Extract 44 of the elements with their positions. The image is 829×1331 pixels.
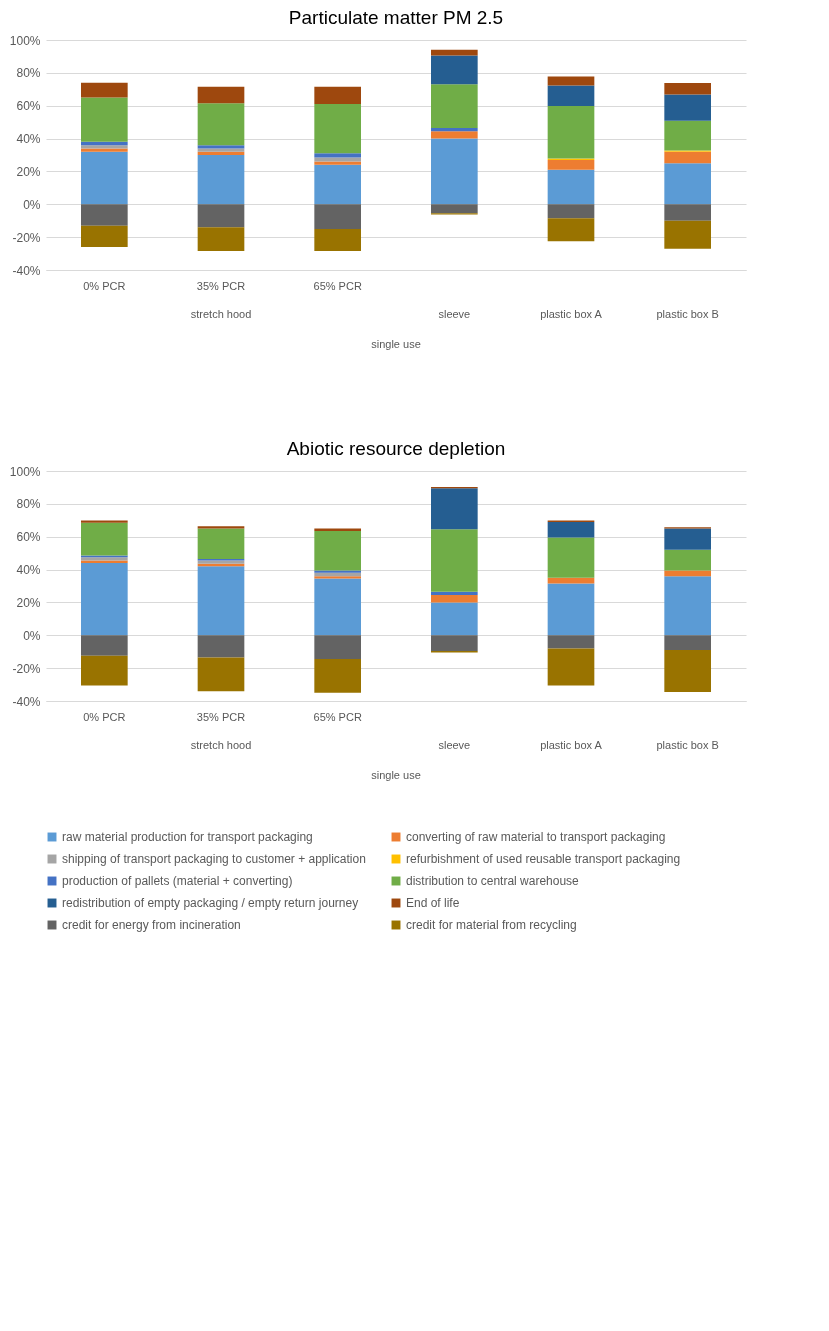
legend-label: shipping of transport packaging to customer + application: [62, 852, 366, 866]
y-tick-label: 20%: [16, 164, 41, 179]
text: sleeve: [438, 308, 471, 320]
y-tick-label: -40%: [12, 263, 41, 278]
text: stretch hood: [190, 739, 252, 751]
legend-label: redistribution of empty packaging / empty return journey: [62, 896, 359, 910]
chart-title: Particulate matter PM 2.5: [288, 7, 504, 28]
y-tick-label: 100%: [9, 33, 41, 48]
y-tick-label: 20%: [16, 595, 41, 610]
x-tick-label: 65% PCR: [313, 279, 362, 292]
y-tick-label: -40%: [12, 694, 41, 709]
y-tick-label: 40%: [16, 132, 41, 147]
text: single use: [371, 769, 421, 781]
y-tick-label: 80%: [16, 497, 41, 512]
y-tick-label: 60%: [16, 530, 41, 545]
legend-label: production of pallets (material + converting): [62, 874, 293, 888]
text: plastic box B: [656, 308, 719, 320]
y-tick-label: 0%: [23, 197, 41, 212]
legend-label: raw material production for transport packaging: [62, 830, 313, 844]
text: single use: [371, 338, 421, 350]
y-tick-label: -20%: [12, 661, 41, 676]
x-tick-label: 35% PCR: [196, 279, 246, 292]
legend-label: End of life: [406, 896, 460, 910]
text: plastic box A: [540, 739, 603, 751]
legend-label: credit for material from recycling: [406, 918, 577, 932]
text: plastic box A: [540, 308, 603, 320]
y-tick-label: 0%: [23, 628, 41, 643]
legend-label: distribution to central warehouse: [406, 874, 580, 888]
x-tick-label: 0% PCR: [83, 710, 126, 723]
legend-label: credit for energy from incineration: [62, 918, 241, 932]
y-tick-label: 40%: [16, 563, 41, 578]
y-tick-label: 100%: [9, 464, 41, 479]
x-tick-label: 65% PCR: [313, 710, 362, 723]
legend-label: converting of raw material to transport packaging: [406, 830, 666, 844]
chart-title: Abiotic resource depletion: [286, 438, 506, 459]
y-tick-label: 60%: [16, 99, 41, 114]
text: sleeve: [438, 739, 471, 751]
x-tick-label: 35% PCR: [196, 710, 246, 723]
y-tick-label: 80%: [16, 66, 41, 81]
x-tick-label: 0% PCR: [83, 279, 126, 292]
text: stretch hood: [190, 308, 252, 320]
legend-label: refurbishment of used reusable transport packaging: [406, 852, 681, 866]
y-tick-label: -20%: [12, 230, 41, 245]
text: plastic box B: [656, 739, 719, 751]
